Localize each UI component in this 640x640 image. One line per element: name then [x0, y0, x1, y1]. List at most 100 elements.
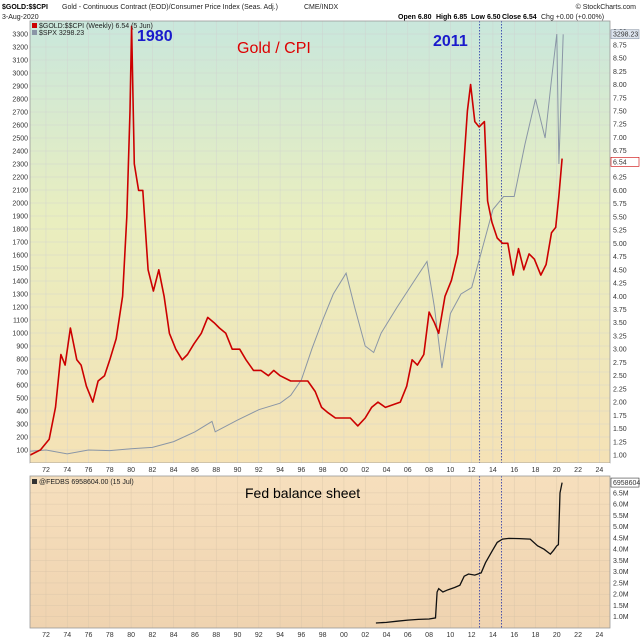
right-axis-tick-label: 4.25 [613, 281, 627, 288]
right-axis-tick-label: 6.25 [613, 175, 627, 182]
left-axis-tick-label: 300 [16, 422, 28, 429]
lower-x-tick-label: 20 [553, 632, 561, 639]
header-date: 3-Aug-2020 [2, 14, 39, 21]
right-axis-tick-label: 8.75 [613, 42, 627, 49]
lower-x-tick-label: 92 [255, 632, 263, 639]
left-axis-tick-label: 2100 [12, 188, 28, 195]
lower-right-tick-label: 1.5M [613, 603, 629, 610]
lower-x-tick-label: 06 [404, 632, 412, 639]
left-axis-tick-label: 800 [16, 357, 28, 364]
lower-x-tick-label: 96 [297, 632, 305, 639]
upper-chart-title: Gold / CPI [237, 40, 311, 57]
legend-fed: @FEDBS 6958604.00 (15 Jul) [39, 479, 134, 486]
lower-x-tick-label: 80 [127, 632, 135, 639]
price-tag-label: 6958604 [613, 480, 640, 487]
left-axis-tick-label: 3200 [12, 45, 28, 52]
lower-x-tick-label: 88 [212, 632, 220, 639]
upper-x-tick-label: 72 [42, 467, 50, 474]
lower-x-tick-label: 12 [468, 632, 476, 639]
right-axis-tick-label: 2.75 [613, 360, 627, 367]
upper-x-tick-label: 82 [148, 467, 156, 474]
lower-x-tick-label: 14 [489, 632, 497, 639]
left-axis-tick-label: 600 [16, 383, 28, 390]
upper-x-axis: 72 74 76 78 80 82 84 86 88 90 92 94 96 98 00 02 04 06 08 10… [42, 467, 603, 474]
lower-x-tick-label: 84 [170, 632, 178, 639]
upper-x-tick-label: 14 [489, 467, 497, 474]
right-axis-tick-label: 4.00 [613, 294, 627, 301]
right-axis-tick-label: 1.75 [613, 413, 627, 420]
lower-right-tick-label: 2.0M [613, 592, 629, 599]
upper-left-axis: 100 200 300 400 500 600 700 800 900 1000 1100 1200 1… [12, 32, 28, 455]
price-tag-label: 3298.23 [613, 32, 638, 39]
gold-cpi-series-line [29, 25, 563, 456]
right-axis-tick-label: 1.25 [613, 439, 627, 446]
right-axis-tick-label: 4.50 [613, 267, 627, 274]
left-axis-tick-label: 1000 [12, 331, 28, 338]
left-axis-tick-label: 3300 [12, 32, 28, 39]
upper-x-tick-label: 04 [383, 467, 391, 474]
right-axis-tick-label: 2.50 [613, 373, 627, 380]
right-axis-tick-label: 1.50 [613, 426, 627, 433]
legend-spx: $SPX 3298.23 [39, 30, 84, 37]
upper-x-tick-label: 16 [510, 467, 518, 474]
legend-swatch-gold [32, 23, 37, 28]
lower-right-tick-label: 4.0M [613, 547, 629, 554]
lower-x-tick-label: 00 [340, 632, 348, 639]
upper-legend: $GOLD:$$CPI (Weekly) 6.54 (5 Jun) $SPX 3… [32, 23, 153, 37]
left-axis-tick-label: 1400 [12, 279, 28, 286]
right-axis-tick-label: 7.75 [613, 95, 627, 102]
upper-x-tick-label: 86 [191, 467, 199, 474]
upper-gridlines [30, 21, 610, 463]
lower-right-tick-label: 6.0M [613, 502, 629, 509]
lower-right-tick-label: 1.0M [613, 614, 629, 621]
right-axis-tick-label: 2.00 [613, 400, 627, 407]
upper-x-tick-label: 84 [170, 467, 178, 474]
lower-x-tick-label: 02 [361, 632, 369, 639]
left-axis-tick-label: 100 [16, 448, 28, 455]
upper-x-tick-label: 08 [425, 467, 433, 474]
header-chg: Chg +0.00 (+0.00%) [541, 14, 604, 21]
lower-right-axis: 1.0M 1.5M 2.0M 2.5M 3.0M 3.5M 4.0M 4.5M 5.0M 5.5M… [613, 490, 629, 621]
lower-x-tick-label: 22 [574, 632, 582, 639]
left-axis-tick-label: 1500 [12, 266, 28, 273]
lower-x-tick-label: 74 [63, 632, 71, 639]
lower-x-tick-label: 82 [148, 632, 156, 639]
lower-plot-background [30, 476, 610, 628]
left-axis-tick-label: 200 [16, 435, 28, 442]
lower-x-tick-label: 72 [42, 632, 50, 639]
upper-x-tick-label: 94 [276, 467, 284, 474]
right-axis-tick-label: 7.50 [613, 108, 627, 115]
lower-x-tick-label: 76 [85, 632, 93, 639]
left-axis-tick-label: 400 [16, 409, 28, 416]
annotation-2011: 2011 [433, 33, 468, 50]
lower-x-tick-label: 16 [510, 632, 518, 639]
right-axis-tick-label: 3.50 [613, 320, 627, 327]
right-axis-tick-label: 8.50 [613, 56, 627, 63]
right-axis-tick-label: 6.00 [613, 188, 627, 195]
upper-x-tick-label: 80 [127, 467, 135, 474]
left-axis-tick-label: 1200 [12, 305, 28, 312]
right-axis-tick-label: 7.00 [613, 135, 627, 142]
lower-x-tick-label: 86 [191, 632, 199, 639]
annotation-1980: 1980 [137, 28, 173, 45]
upper-x-tick-label: 22 [574, 467, 582, 474]
right-axis-tick-label: 1.00 [613, 453, 627, 460]
right-axis-tick-label: 5.50 [613, 214, 627, 221]
header-close: Close 6.54 [502, 14, 537, 21]
upper-x-tick-label: 06 [404, 467, 412, 474]
upper-x-tick-label: 74 [63, 467, 71, 474]
lower-right-tick-label: 2.5M [613, 580, 629, 587]
left-axis-tick-label: 2700 [12, 110, 28, 117]
header-symbol: $GOLD:$$CPI [2, 4, 48, 11]
lower-price-tags: 6958604 [610, 477, 640, 488]
lower-panel: 1.0M 1.5M 2.0M 2.5M 3.0M 3.5M 4.0M 4.5M 5.0M 5.5M… [29, 475, 640, 629]
left-axis-tick-label: 2200 [12, 175, 28, 182]
upper-x-tick-label: 00 [340, 467, 348, 474]
lower-right-tick-label: 3.0M [613, 569, 629, 576]
lower-right-tick-label: 6.5M [613, 490, 629, 497]
upper-x-tick-label: 10 [446, 467, 454, 474]
left-axis-tick-label: 1700 [12, 240, 28, 247]
left-axis-tick-label: 500 [16, 396, 28, 403]
left-axis-tick-label: 2800 [12, 97, 28, 104]
legend-gold: $GOLD:$$CPI (Weekly) 6.54 (5 Jun) [39, 23, 153, 30]
